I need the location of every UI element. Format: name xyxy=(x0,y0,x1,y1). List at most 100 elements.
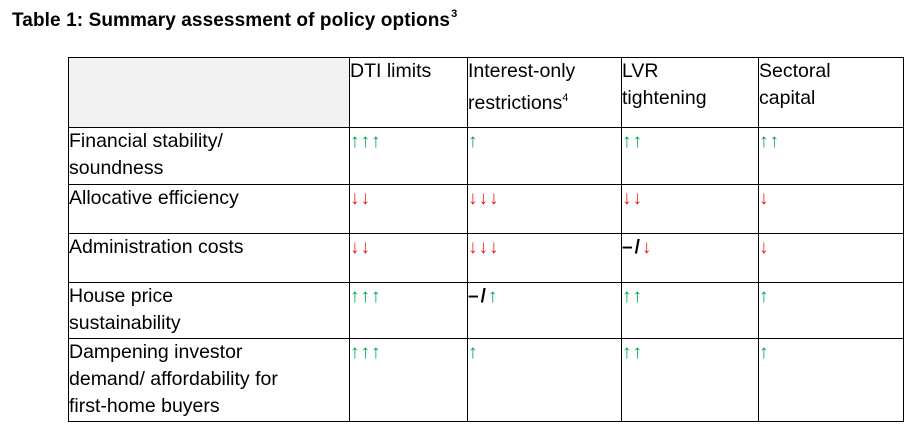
column-header-line: Interest-only xyxy=(468,60,576,82)
down-arrow-icon: ↓ xyxy=(478,188,489,209)
assessment-cell: ↓ ↓ xyxy=(349,184,468,234)
down-arrow-icon: ↓ xyxy=(350,188,361,209)
up-arrow-icon: ↑ xyxy=(487,286,499,307)
table-row: Financial stability/ soundness ↑ ↑ ↑ ↑ ↑ ↑ … xyxy=(68,127,904,185)
assessment-arrows: ↓ ↓ xyxy=(350,234,371,261)
assessment-cell: ↑ ↑ ↑ xyxy=(349,338,468,422)
assessment-cell: ↑ ↑ xyxy=(621,127,759,185)
table-row: Allocative efficiency ↓ ↓ ↓ ↓ ↓ ↓ ↓ ↓ xyxy=(68,184,904,234)
up-arrow-icon: ↑ xyxy=(769,131,780,152)
row-header-line: Allocative efficiency xyxy=(69,187,239,209)
up-arrow-icon: ↑ xyxy=(632,131,643,152)
row-header-line: Financial stability/ xyxy=(69,130,223,152)
column-header-line: restrictions xyxy=(468,92,563,114)
column-footnote-marker: 4 xyxy=(562,92,569,104)
assessment-cell: ↓ xyxy=(758,233,904,283)
assessment-arrows: ↑ ↑ xyxy=(759,128,780,155)
separator-slash: / xyxy=(480,286,487,307)
up-arrow-icon: ↑ xyxy=(632,286,643,307)
down-arrow-icon: ↓ xyxy=(468,188,479,209)
up-arrow-icon: ↑ xyxy=(468,342,479,363)
no-change-dash: – xyxy=(468,286,480,307)
up-arrow-icon: ↑ xyxy=(759,286,770,307)
up-arrow-icon: ↑ xyxy=(632,342,643,363)
down-arrow-icon: ↓ xyxy=(489,188,500,209)
table-title-text: Table 1: Summary assessment of policy op… xyxy=(12,10,451,31)
up-arrow-icon: ↑ xyxy=(350,342,361,363)
up-arrow-icon: ↑ xyxy=(371,131,382,152)
assessment-arrows: ↑ ↑ ↑ xyxy=(350,128,382,155)
column-header-lvr-tightening: LVR tightening xyxy=(621,57,759,128)
assessment-arrows: ↑ ↑ xyxy=(622,339,643,366)
assessment-arrows: ↑ ↑ xyxy=(622,128,643,155)
row-header-line: House price xyxy=(69,285,174,307)
assessment-arrows: ↑ ↑ ↑ xyxy=(350,339,382,366)
assessment-cell: ↑ ↑ xyxy=(621,282,759,339)
assessment-cell: ↑ xyxy=(758,282,904,339)
title-footnote-marker: 3 xyxy=(451,8,458,20)
row-header-financial-stability: Financial stability/ soundness xyxy=(68,127,350,185)
assessment-arrows: ↓ xyxy=(759,185,770,212)
up-arrow-icon: ↑ xyxy=(360,131,371,152)
assessment-arrows: – / ↓ xyxy=(622,234,652,261)
table-row: House price sustainability ↑ ↑ ↑ – / ↑ ↑ ↑ ↑ xyxy=(68,282,904,339)
column-header-line: capital xyxy=(759,87,816,109)
up-arrow-icon: ↑ xyxy=(350,286,361,307)
separator-slash: / xyxy=(634,237,641,258)
assessment-cell: ↓ ↓ ↓ xyxy=(467,184,622,234)
down-arrow-icon: ↓ xyxy=(759,237,770,258)
down-arrow-icon: ↓ xyxy=(632,188,643,209)
assessment-arrows: ↓ ↓ xyxy=(622,185,643,212)
down-arrow-icon: ↓ xyxy=(622,188,633,209)
column-header-line: DTI limits xyxy=(350,60,432,82)
assessment-cell: ↑ ↑ xyxy=(758,127,904,185)
assessment-arrows: ↑ ↑ ↑ xyxy=(350,283,382,310)
assessment-cell: ↑ xyxy=(758,338,904,422)
assessment-arrows: – / ↑ xyxy=(468,283,498,310)
table-title: Table 1: Summary assessment of policy op… xyxy=(12,8,457,32)
row-header-line: first-home buyers xyxy=(69,395,220,417)
down-arrow-icon: ↓ xyxy=(350,237,361,258)
header-corner-cell xyxy=(68,57,350,128)
assessment-cell: – / ↑ xyxy=(467,282,622,339)
assessment-arrows: ↑ xyxy=(759,283,770,310)
assessment-arrows: ↑ xyxy=(759,339,770,366)
assessment-cell: – / ↓ xyxy=(621,233,759,283)
no-change-dash: – xyxy=(622,237,634,258)
row-header-dampening-investor-demand: Dampening investor demand/ affordability… xyxy=(68,338,350,422)
up-arrow-icon: ↑ xyxy=(622,131,633,152)
assessment-cell: ↑ ↑ xyxy=(621,338,759,422)
row-header-line: Administration costs xyxy=(69,236,244,258)
down-arrow-icon: ↓ xyxy=(360,188,371,209)
row-header-line: sustainability xyxy=(69,312,181,334)
table-row: Dampening investor demand/ affordability… xyxy=(68,338,904,422)
row-header-house-price-sustainability: House price sustainability xyxy=(68,282,350,339)
assessment-arrows: ↑ xyxy=(468,128,479,155)
assessment-cell: ↓ ↓ xyxy=(349,233,468,283)
down-arrow-icon: ↓ xyxy=(489,237,500,258)
up-arrow-icon: ↑ xyxy=(622,342,633,363)
assessment-cell: ↑ ↑ ↑ xyxy=(349,127,468,185)
up-arrow-icon: ↑ xyxy=(371,342,382,363)
up-arrow-icon: ↑ xyxy=(360,342,371,363)
assessment-cell: ↓ ↓ ↓ xyxy=(467,233,622,283)
row-header-line: Dampening investor xyxy=(69,341,243,363)
assessment-arrows: ↓ ↓ xyxy=(350,185,371,212)
up-arrow-icon: ↑ xyxy=(622,286,633,307)
column-header-line: LVR xyxy=(622,60,659,82)
up-arrow-icon: ↑ xyxy=(759,131,770,152)
up-arrow-icon: ↑ xyxy=(468,131,479,152)
assessment-cell: ↑ xyxy=(467,127,622,185)
up-arrow-icon: ↑ xyxy=(360,286,371,307)
table-row: Administration costs ↓ ↓ ↓ ↓ ↓ – / ↓ ↓ xyxy=(68,233,904,283)
assessment-cell: ↓ xyxy=(758,184,904,234)
down-arrow-icon: ↓ xyxy=(468,237,479,258)
down-arrow-icon: ↓ xyxy=(641,237,653,258)
row-header-allocative-efficiency: Allocative efficiency xyxy=(68,184,350,234)
up-arrow-icon: ↑ xyxy=(371,286,382,307)
row-header-line: soundness xyxy=(69,157,164,179)
assessment-arrows: ↓ ↓ ↓ xyxy=(468,234,500,261)
down-arrow-icon: ↓ xyxy=(478,237,489,258)
header-row: DTI limits Interest-only restrictions4 L… xyxy=(68,57,904,128)
assessment-arrows: ↓ ↓ ↓ xyxy=(468,185,500,212)
